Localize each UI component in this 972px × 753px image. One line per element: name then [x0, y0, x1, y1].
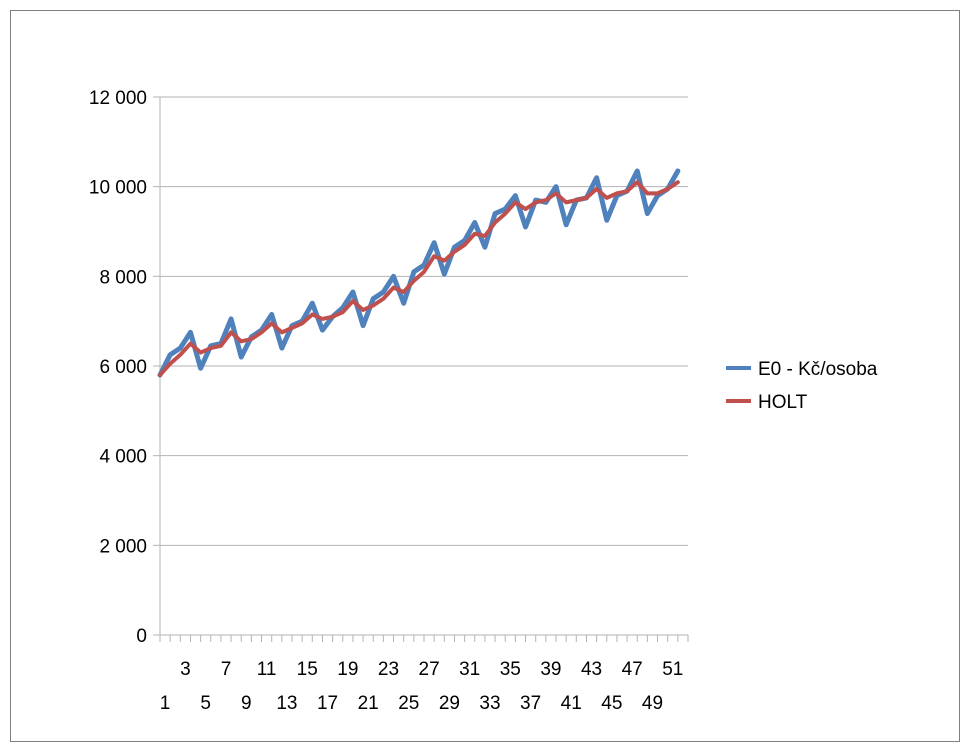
legend: E0 - Kč/osoba HOLT: [726, 359, 878, 413]
x-tick-label: 11: [257, 659, 277, 680]
y-tick-label: 0: [136, 626, 147, 647]
x-tick-label: 23: [378, 659, 399, 680]
x-tick-label: 27: [419, 659, 440, 680]
x-tick-label: 41: [561, 693, 582, 714]
y-tick-label: 2 000: [99, 536, 147, 557]
y-tick-label: 8 000: [99, 267, 147, 288]
x-tick-label: 29: [439, 693, 460, 714]
x-tick-label: 45: [601, 693, 622, 714]
x-tick-label: 49: [642, 693, 663, 714]
x-tick-label: 17: [317, 693, 338, 714]
x-tick-label: 1: [160, 693, 171, 714]
legend-label: E0 - Kč/osoba: [758, 359, 878, 380]
y-axis-tick-labels: 0 2 000 4 000 6 000 8 000 10 000 12 000: [89, 88, 147, 647]
x-tick-label: 39: [540, 659, 561, 680]
legend-label: HOLT: [758, 392, 808, 413]
x-axis-tick-labels: 3 7 11 15 19 23 27 31 35 39 43 47 511 5 9 13 17 21 25 29 33 3…: [160, 659, 684, 714]
x-tick-label: 3: [180, 659, 191, 680]
axes: [153, 96, 689, 642]
series-lines: [157, 168, 681, 378]
y-tick-label: 10 000: [89, 178, 147, 199]
gridlines: [160, 96, 688, 546]
x-tick-label: 13: [276, 693, 297, 714]
x-tick-label: 37: [520, 693, 541, 714]
x-tick-label: 7: [221, 659, 232, 680]
x-tick-label: 31: [459, 659, 480, 680]
x-tick-label: 51: [662, 659, 683, 680]
x-tick-label: 47: [622, 659, 643, 680]
y-tick-label: 12 000: [89, 88, 147, 109]
x-tick-label: 5: [200, 693, 211, 714]
x-tick-label: 43: [581, 659, 602, 680]
x-tick-label: 33: [479, 693, 500, 714]
x-tick-label: 15: [297, 659, 318, 680]
x-tick-label: 9: [241, 693, 252, 714]
y-tick-label: 6 000: [99, 357, 147, 378]
series-line-holt: [158, 180, 680, 377]
y-tick-label: 4 000: [99, 447, 147, 468]
x-tick-label: 19: [337, 659, 358, 680]
x-tick-label: 21: [358, 693, 379, 714]
x-tick-label: 35: [500, 659, 521, 680]
series-line-e0: [157, 168, 681, 378]
x-tick-label: 25: [398, 693, 419, 714]
